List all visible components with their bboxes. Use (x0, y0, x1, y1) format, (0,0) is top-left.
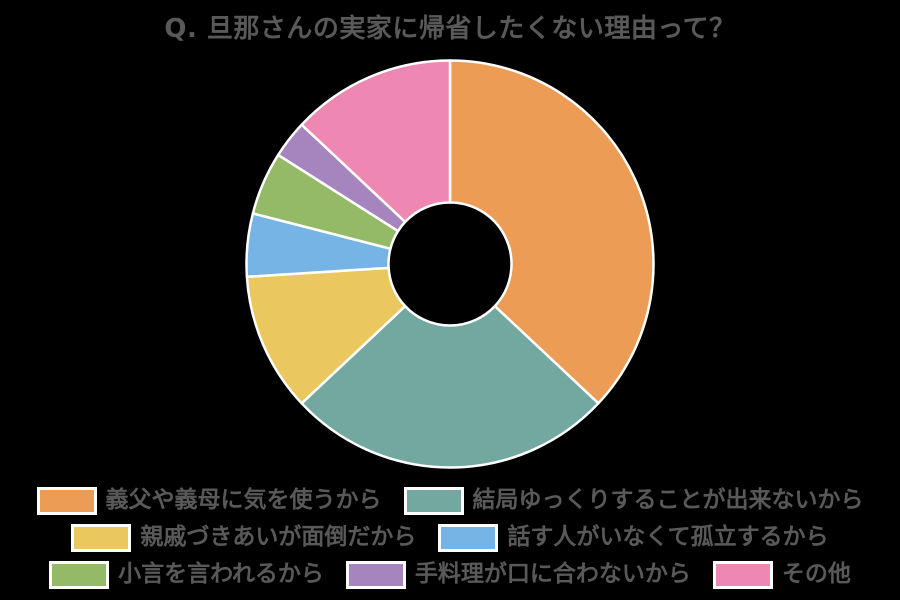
legend-label: 義父や義母に気を使うから (105, 487, 382, 513)
legend-swatch-icon (712, 560, 773, 589)
legend-item-5: 手料理が口に合わないから (345, 560, 691, 589)
legend-label: その他 (781, 561, 851, 587)
legend-item-2: 親戚づきあいが面倒だから (71, 523, 417, 552)
legend-item-4: 小言を言われるから (49, 560, 324, 589)
legend-label: 親戚づきあいが面倒だから (140, 524, 417, 550)
legend-swatch-icon (438, 523, 499, 552)
legend-item-6: その他 (712, 560, 851, 589)
legend-swatch-icon (71, 523, 132, 552)
legend-item-0: 義父や義母に気を使うから (36, 486, 382, 515)
legend-swatch-icon (36, 486, 97, 515)
legend: 義父や義母に気を使うから 結局ゆっくりすることが出来ないから親戚づきあいが面倒だか… (0, 486, 900, 597)
legend-label: 手料理が口に合わないから (414, 561, 691, 587)
legend-row-2: 小言を言われるから 手料理が口に合わないから その他 (0, 560, 900, 589)
chart-title: Q. 旦那さんの実家に帰省したくない理由って？ (164, 14, 736, 44)
legend-item-1: 結局ゆっくりすることが出来ないから (403, 486, 864, 515)
legend-row-1: 親戚づきあいが面倒だから 話す人がいなくて孤立するから (0, 523, 900, 552)
pie-slice-6 (300, 59, 452, 224)
legend-swatch-icon (49, 560, 110, 589)
legend-item-3: 話す人がいなくて孤立するから (438, 523, 829, 552)
legend-label: 話す人がいなくて孤立するから (507, 524, 829, 550)
legend-label: 小言を言われるから (118, 561, 324, 587)
pie-slice-2 (245, 266, 407, 405)
pie-slice-0 (448, 59, 655, 405)
legend-row-0: 義父や義母に気を使うから 結局ゆっくりすることが出来ないから (0, 486, 900, 515)
legend-swatch-icon (403, 486, 464, 515)
legend-swatch-icon (345, 560, 406, 589)
pie-slice-1 (300, 304, 600, 469)
legend-label: 結局ゆっくりすることが出来ないから (472, 487, 864, 513)
